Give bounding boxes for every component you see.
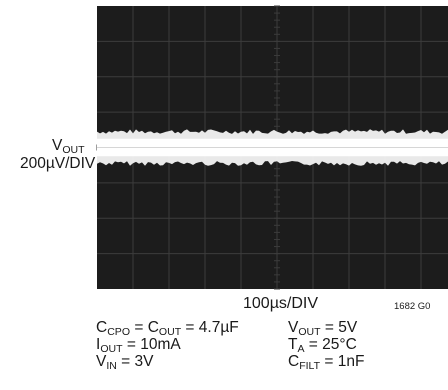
condition-cfilt: CFILT = 1nF	[288, 353, 365, 372]
oscilloscope-screen	[96, 5, 448, 290]
condition-vout: VOUT = 5V	[288, 319, 358, 338]
condition-cpo-cout: CCPO = COUT = 4.7µF	[96, 319, 239, 338]
y-axis-scale-label: 200µV/DIV	[20, 155, 96, 172]
condition-vin: VIN = 3V	[96, 353, 154, 372]
condition-iout: IOUT = 10mA	[96, 336, 181, 355]
figure-id: 1682 G0	[394, 301, 431, 312]
condition-ta: TA = 25°C	[288, 336, 357, 355]
x-axis-scale-label: 100µs/DIV	[243, 295, 319, 312]
y-axis-signal-label: VOUT	[52, 137, 85, 156]
signal-trace	[97, 129, 448, 166]
